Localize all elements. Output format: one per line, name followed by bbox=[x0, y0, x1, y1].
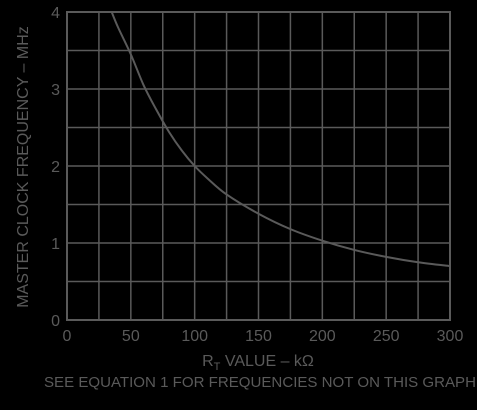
x-axis-title-subscript: T bbox=[214, 361, 221, 373]
x-tick-label: 100 bbox=[181, 328, 208, 345]
chart-footnote: SEE EQUATION 1 FOR FREQUENCIES NOT ON TH… bbox=[44, 374, 476, 391]
y-tick-label: 1 bbox=[51, 236, 60, 253]
x-axis-title: RT VALUE – kΩ bbox=[202, 353, 314, 373]
x-tick-labels: 0 50 100 150 200 250 300 bbox=[63, 328, 464, 345]
x-tick-label: 250 bbox=[373, 328, 400, 345]
x-axis-title-main: R bbox=[202, 353, 214, 370]
plot-frame bbox=[66, 11, 451, 321]
series-layer bbox=[110, 11, 451, 268]
x-tick-label: 300 bbox=[437, 328, 464, 345]
x-tick-label: 200 bbox=[309, 328, 336, 345]
x-tick-label: 50 bbox=[122, 328, 140, 345]
y-tick-labels: 0 1 2 3 4 bbox=[51, 5, 60, 330]
x-tick-label: 150 bbox=[245, 328, 272, 345]
x-tick-label: 0 bbox=[63, 328, 72, 345]
y-axis-title: MASTER CLOCK FREQUENCY – MHz bbox=[15, 26, 32, 308]
grid-lines bbox=[66, 11, 451, 321]
frequency-curve bbox=[110, 11, 451, 268]
y-tick-label: 3 bbox=[51, 82, 60, 99]
x-axis-title-rest: VALUE – kΩ bbox=[220, 353, 314, 370]
y-tick-label: 4 bbox=[51, 5, 60, 22]
y-tick-label: 2 bbox=[51, 159, 60, 176]
y-tick-label: 0 bbox=[51, 313, 60, 330]
